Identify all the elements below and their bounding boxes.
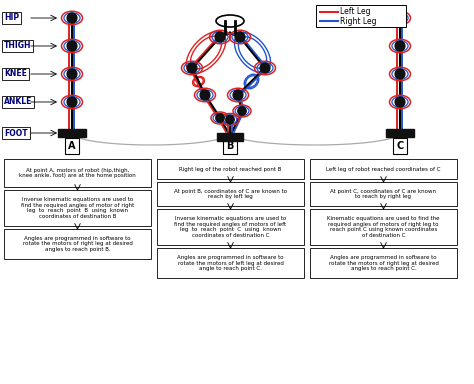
Circle shape (260, 63, 270, 73)
Text: Angles are programmed in software to
rotate the motors of right leg at desired
a: Angles are programmed in software to rot… (328, 255, 438, 271)
Text: Angles are programmed in software to
rotate the motors of right leg at desired
a: Angles are programmed in software to rot… (23, 236, 132, 252)
Text: FOOT: FOOT (4, 129, 27, 137)
Text: Kinematic equations are used to find the
required angles of motors of right leg : Kinematic equations are used to find the… (327, 216, 440, 238)
Text: HIP: HIP (4, 13, 19, 23)
Circle shape (235, 32, 245, 42)
FancyBboxPatch shape (58, 129, 86, 137)
Text: Right leg of the robot reached pont B: Right leg of the robot reached pont B (179, 167, 282, 172)
FancyBboxPatch shape (316, 5, 406, 27)
Circle shape (395, 69, 405, 79)
FancyBboxPatch shape (157, 209, 304, 245)
Circle shape (395, 97, 405, 107)
Text: THIGH: THIGH (4, 41, 31, 51)
Circle shape (395, 13, 405, 23)
Text: Inverse kinematic equations are used to
find the required angles of motors of le: Inverse kinematic equations are used to … (174, 216, 287, 238)
Text: ANKLE: ANKLE (4, 98, 32, 106)
FancyBboxPatch shape (157, 159, 304, 179)
Circle shape (233, 90, 243, 100)
FancyBboxPatch shape (157, 182, 304, 206)
Circle shape (215, 32, 225, 42)
Circle shape (216, 114, 224, 122)
FancyBboxPatch shape (386, 129, 414, 137)
Circle shape (226, 115, 234, 124)
Circle shape (395, 41, 405, 51)
Text: A: A (68, 141, 76, 151)
Circle shape (67, 13, 77, 23)
FancyBboxPatch shape (310, 209, 457, 245)
Circle shape (187, 63, 197, 73)
Text: B: B (226, 141, 234, 151)
Text: Left leg of robot reached coordinates of C: Left leg of robot reached coordinates of… (326, 167, 441, 172)
FancyBboxPatch shape (4, 190, 151, 226)
FancyBboxPatch shape (310, 248, 457, 278)
Circle shape (238, 107, 246, 115)
Text: At point B, coordinates of C are known to
reach by left leg: At point B, coordinates of C are known t… (174, 189, 287, 199)
Text: C: C (396, 141, 404, 151)
FancyBboxPatch shape (4, 229, 151, 259)
Circle shape (67, 97, 77, 107)
Text: Right Leg: Right Leg (340, 17, 376, 25)
Text: Angles are programmed in software to
rotate the motors of left leg at desired
an: Angles are programmed in software to rot… (177, 255, 284, 271)
FancyBboxPatch shape (217, 133, 243, 141)
Circle shape (67, 69, 77, 79)
Circle shape (200, 90, 210, 100)
Text: Inverse kinematic equations are used to
find the required angles of motor of rig: Inverse kinematic equations are used to … (21, 197, 134, 219)
Text: At point A, motors of robot (hip,thigh,
knee ankle, foot) are at the home positi: At point A, motors of robot (hip,thigh, … (19, 167, 136, 179)
Text: At point C, coordinates of C are known
to reach by right leg: At point C, coordinates of C are known t… (330, 189, 437, 199)
FancyBboxPatch shape (310, 159, 457, 179)
FancyBboxPatch shape (310, 182, 457, 206)
Text: KNEE: KNEE (4, 70, 27, 78)
Circle shape (67, 41, 77, 51)
Text: Left Leg: Left Leg (340, 8, 371, 17)
FancyBboxPatch shape (157, 248, 304, 278)
FancyBboxPatch shape (4, 159, 151, 187)
